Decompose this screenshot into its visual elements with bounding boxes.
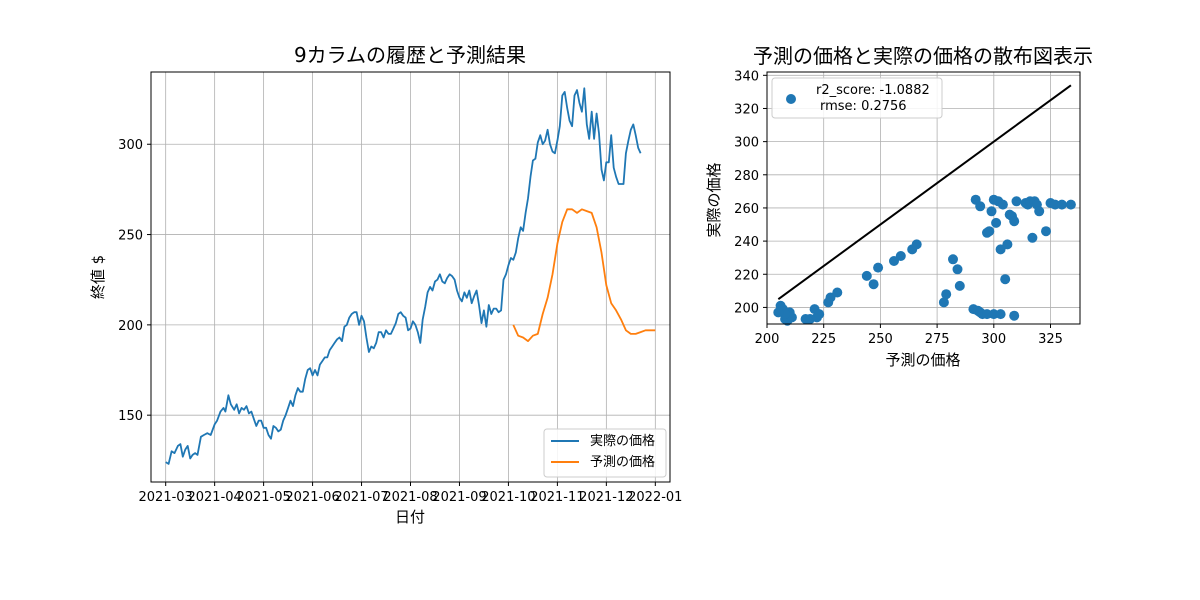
scatter-legend-box bbox=[771, 77, 943, 119]
scatter-legend-marker bbox=[786, 94, 796, 104]
scatter-y-tick-label: 260 bbox=[734, 202, 759, 217]
scatter-point bbox=[868, 279, 879, 290]
x-tick-label: 2021-05 bbox=[236, 490, 290, 505]
y-tick-label: 150 bbox=[118, 409, 143, 424]
scatter-x-tick-label: 300 bbox=[981, 332, 1006, 347]
x-tick-label: 2021-08 bbox=[383, 490, 437, 505]
scatter-x-tick-label: 200 bbox=[755, 332, 780, 347]
scatter-points bbox=[773, 194, 1076, 326]
scatter-point bbox=[1009, 216, 1020, 227]
scatter-y-tick-label: 300 bbox=[734, 136, 759, 151]
scatter-point bbox=[984, 226, 995, 237]
legend-label-actual: 実際の価格 bbox=[590, 433, 655, 449]
predicted-price-line bbox=[512, 208, 656, 343]
scatter-x-tick-label: 250 bbox=[868, 332, 893, 347]
scatter-y-tick-label: 280 bbox=[734, 169, 759, 184]
actual-price-line bbox=[165, 87, 642, 465]
scatter-chart-legend: r2_score: -1.0882 rmse: 0.2756 bbox=[771, 77, 943, 119]
scatter-point bbox=[832, 287, 843, 298]
y-tick-label: 200 bbox=[118, 319, 143, 334]
x-tick-label: 2021-11 bbox=[530, 490, 584, 505]
scatter-chart-frame bbox=[766, 71, 1081, 325]
legend-label-predicted: 予測の価格 bbox=[590, 454, 655, 470]
scatter-x-tick-label: 325 bbox=[1038, 332, 1063, 347]
line-chart-title: 9カラムの履歴と予測結果 bbox=[294, 43, 526, 67]
x-tick-label: 2021-10 bbox=[481, 490, 535, 505]
x-tick-label: 2021-07 bbox=[334, 490, 388, 505]
scatter-point bbox=[773, 307, 784, 318]
scatter-point bbox=[995, 309, 1006, 320]
scatter-point bbox=[997, 199, 1008, 210]
scatter-reference-line bbox=[777, 84, 1072, 300]
scatter-chart-xlabel: 予測の価格 bbox=[885, 351, 960, 369]
line-chart: 9カラムの履歴と予測結果 2021-032021-042021-052021-0… bbox=[89, 43, 682, 526]
scatter-x-tick-label: 225 bbox=[811, 332, 836, 347]
scatter-y-tick-label: 200 bbox=[734, 301, 759, 316]
scatter-chart-title: 予測の価格と実際の価格の散布図表示 bbox=[753, 44, 1093, 68]
x-tick-label: 2021-04 bbox=[187, 490, 241, 505]
scatter-chart-ticks: 200 225 250 275 300 325 200 220 240 260 280 300 320 3… bbox=[734, 69, 1063, 347]
x-tick-label: 2021-12 bbox=[579, 490, 633, 505]
x-tick-label: 2021-03 bbox=[139, 490, 193, 505]
scatter-point bbox=[986, 206, 997, 217]
y-tick-label: 250 bbox=[118, 229, 143, 244]
scatter-point bbox=[1000, 274, 1011, 285]
scatter-point bbox=[952, 264, 963, 275]
scatter-x-tick-label: 275 bbox=[925, 332, 950, 347]
scatter-chart: 予測の価格と実際の価格の散布図表示 200 225 250 275 300 3252002… bbox=[705, 44, 1093, 369]
scatter-point bbox=[1027, 232, 1038, 243]
scatter-point bbox=[1041, 226, 1051, 237]
x-tick-label: 2021-09 bbox=[432, 490, 486, 505]
y-tick-label: 300 bbox=[118, 138, 143, 153]
scatter-point bbox=[941, 289, 952, 300]
x-tick-label: 2021-06 bbox=[285, 490, 339, 505]
scatter-y-tick-label: 340 bbox=[734, 69, 759, 84]
scatter-point bbox=[911, 239, 922, 250]
scatter-y-tick-label: 220 bbox=[734, 268, 759, 283]
scatter-point bbox=[1011, 196, 1022, 207]
scatter-point bbox=[873, 262, 884, 273]
scatter-chart-ylabel: 実際の価格 bbox=[705, 162, 723, 237]
scatter-point bbox=[975, 201, 986, 212]
scatter-legend-r2: r2_score: -1.0882 bbox=[816, 83, 930, 98]
scatter-point bbox=[1002, 239, 1013, 250]
scatter-point bbox=[1065, 199, 1076, 210]
scatter-point bbox=[1056, 199, 1067, 210]
scatter-point bbox=[895, 251, 906, 261]
line-chart-ticks: 2021-032021-042021-052021-062021-072021-… bbox=[118, 138, 682, 505]
scatter-point bbox=[991, 217, 1002, 228]
scatter-point bbox=[1009, 310, 1020, 321]
identity-line bbox=[777, 84, 1072, 300]
scatter-y-tick-label: 320 bbox=[734, 102, 759, 117]
line-chart-ylabel: 終値 $ bbox=[89, 255, 107, 299]
scatter-point bbox=[814, 309, 825, 320]
line-chart-series bbox=[165, 87, 656, 465]
scatter-legend-rmse: rmse: 0.2756 bbox=[820, 99, 907, 114]
scatter-point bbox=[1034, 206, 1045, 217]
line-chart-xlabel: 日付 bbox=[395, 508, 425, 526]
scatter-y-tick-label: 240 bbox=[734, 235, 759, 250]
scatter-point bbox=[938, 297, 949, 308]
scatter-point bbox=[861, 270, 872, 281]
scatter-point bbox=[948, 254, 958, 265]
line-chart-legend: 実際の価格 予測の価格 bbox=[543, 428, 667, 478]
scatter-point bbox=[954, 280, 965, 291]
x-tick-label: 2022-01 bbox=[628, 490, 682, 505]
